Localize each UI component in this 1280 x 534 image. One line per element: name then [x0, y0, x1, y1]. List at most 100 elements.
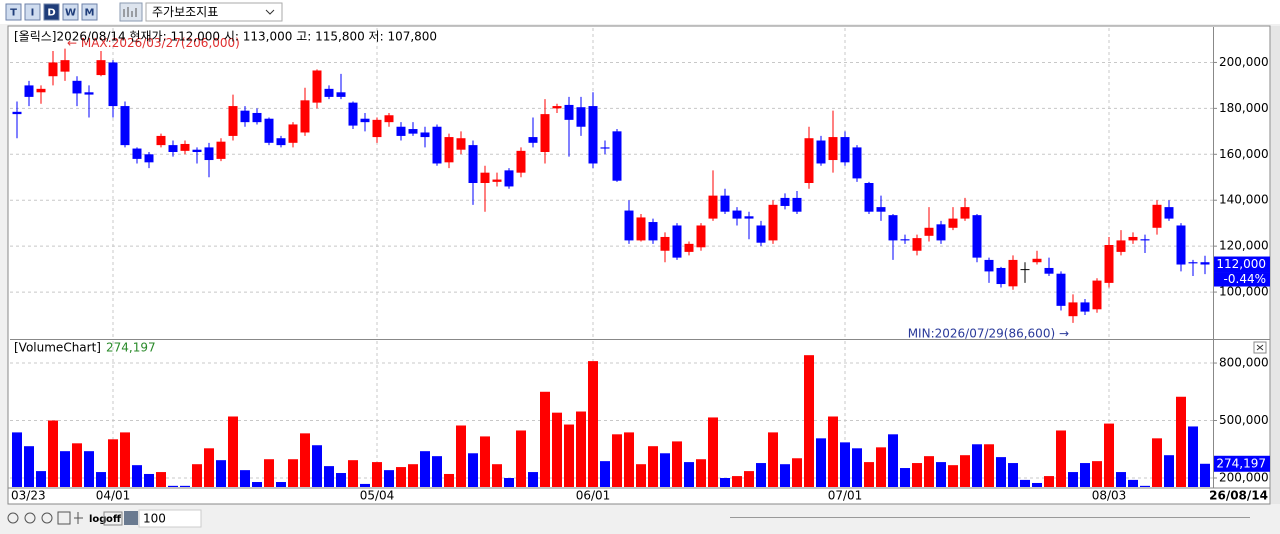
candle-body: [1032, 258, 1042, 263]
volume-bar: [480, 436, 490, 487]
y-tick-label: 500,000: [1219, 413, 1269, 427]
volume-bar: [540, 391, 550, 487]
y-tick-label: 100,000: [1219, 285, 1269, 299]
indicator-select[interactable]: [145, 2, 283, 22]
candle-body: [888, 215, 898, 241]
volume-bar: [372, 462, 382, 487]
candle-body: [600, 147, 610, 149]
candle-body: [1092, 280, 1102, 310]
candle-body: [1104, 245, 1114, 283]
volume-bar: [1200, 463, 1210, 487]
price-box: [1214, 256, 1270, 273]
period-button[interactable]: [62, 3, 79, 21]
period-button[interactable]: [81, 3, 98, 21]
volume-bar: [12, 432, 22, 487]
candle-body: [516, 150, 526, 173]
volume-bar: [1020, 479, 1030, 487]
candle-body: [1164, 207, 1174, 219]
candle-body: [24, 85, 34, 97]
candle-body: [60, 60, 70, 72]
volume-bar: [996, 457, 1006, 487]
zoom-in[interactable]: [7, 512, 19, 524]
volume-bar: [84, 451, 94, 487]
volume-bar: [300, 433, 310, 487]
settings-button[interactable]: [124, 511, 138, 525]
zoom-out[interactable]: [24, 512, 36, 524]
volume-bar: [336, 473, 346, 487]
candle-body: [1020, 269, 1030, 271]
period-button[interactable]: [5, 3, 22, 21]
candle-body: [288, 124, 298, 143]
volume-bar: [1080, 463, 1090, 487]
scrollbar[interactable]: [1271, 26, 1280, 504]
candle-body: [576, 107, 586, 127]
candle-body: [432, 126, 442, 164]
candle-body: [444, 137, 454, 163]
crosshair[interactable]: [74, 512, 83, 524]
candle-body: [588, 106, 598, 164]
candle-body: [780, 197, 790, 206]
candle-body: [1116, 240, 1126, 252]
y-tick-label: 200,000: [1219, 470, 1269, 484]
x-tick-label: 26/08/14: [1209, 489, 1268, 503]
volume-bar: [120, 432, 130, 487]
period-button-label: M: [85, 8, 95, 19]
candle-body: [228, 106, 238, 136]
min-annotation: MIN:2026/07/29(86,600) →: [908, 326, 1069, 340]
volume-bar: [1092, 461, 1102, 487]
close-icon: [1256, 344, 1264, 351]
volume-bar: [780, 464, 790, 487]
candle-body: [36, 88, 46, 93]
period-button[interactable]: [43, 3, 60, 21]
volume-bar: [324, 466, 334, 487]
candle-body: [72, 80, 82, 94]
volume-bar: [432, 456, 442, 487]
volume-bar: [156, 472, 166, 487]
y-tick-label: 160,000: [1219, 147, 1269, 161]
x-tick-label: 05/04: [360, 489, 395, 503]
x-tick-label: 08/03: [1092, 489, 1127, 503]
volume-bar: [240, 470, 250, 487]
volume-bar: [384, 470, 394, 487]
zoom-value: 100: [143, 512, 166, 526]
candle-body: [96, 60, 106, 76]
candle-body: [120, 106, 130, 146]
volume-bar: [48, 420, 58, 487]
volume-bar: [888, 434, 898, 487]
volume-bar: [396, 467, 406, 487]
candle-body: [240, 110, 250, 123]
candle-body: [420, 132, 430, 138]
change-box-label: -0.44%: [1224, 272, 1266, 286]
zoom-box[interactable]: [57, 511, 71, 525]
candle-body: [1152, 204, 1162, 228]
candle-body: [1140, 239, 1150, 241]
volume-bar: [852, 448, 862, 487]
volume-bar: [24, 446, 34, 487]
candle-body: [876, 207, 886, 212]
candle-body: [648, 222, 658, 241]
candle-body: [564, 104, 574, 120]
candle-body: [552, 106, 562, 109]
zoom-input[interactable]: [138, 509, 202, 528]
candle-body: [372, 119, 382, 138]
volume-bar: [72, 443, 82, 487]
candle-body: [12, 111, 22, 115]
candle-body: [804, 138, 814, 183]
log-button[interactable]: log: [89, 514, 106, 525]
chart-type-button[interactable]: [119, 2, 143, 22]
zoom-reset[interactable]: [41, 512, 53, 524]
volume-bar: [1176, 396, 1186, 487]
volume-bar: [216, 460, 226, 487]
candle-body: [708, 195, 718, 219]
volume-bar: [228, 416, 238, 487]
volume-bar: [96, 472, 106, 487]
candle-body: [996, 267, 1006, 285]
off-button[interactable]: off: [106, 514, 122, 525]
x-tick-label: 06/01: [576, 489, 611, 503]
volume-bar: [408, 464, 418, 487]
candle-body: [84, 92, 94, 95]
period-button[interactable]: [24, 3, 41, 21]
volume-bar: [420, 451, 430, 487]
candle-body: [1056, 273, 1066, 306]
